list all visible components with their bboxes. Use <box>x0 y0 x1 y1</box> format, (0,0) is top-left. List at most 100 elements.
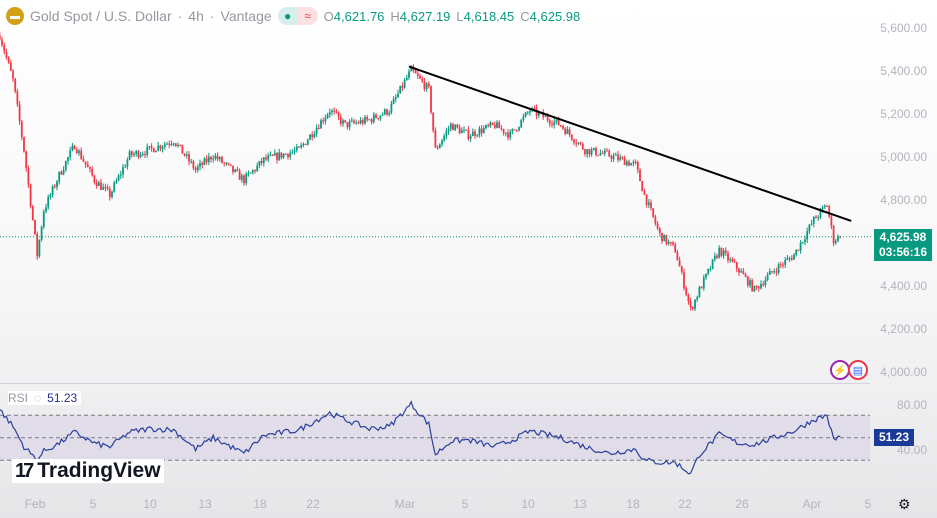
candle-down <box>60 171 63 175</box>
candle-down <box>344 120 347 123</box>
candle-up <box>62 170 65 175</box>
candle-up <box>509 131 512 138</box>
candle-up <box>489 122 492 126</box>
candle-down <box>676 252 679 261</box>
candle-down <box>755 286 758 288</box>
candle-up <box>102 186 105 190</box>
candle-up <box>133 153 135 156</box>
candle-down <box>223 162 226 164</box>
candle-up <box>469 136 472 139</box>
candle-up <box>599 153 602 156</box>
x-axis-tick: Feb <box>24 497 46 511</box>
candle-up <box>810 223 813 225</box>
candle-down <box>238 170 241 180</box>
candle-down <box>691 307 694 309</box>
market-status[interactable]: ● ≈ <box>277 7 318 25</box>
candle-up <box>214 155 217 159</box>
candle-up <box>603 150 606 154</box>
candle-down <box>179 144 182 146</box>
candle-up <box>119 174 122 176</box>
candle-down <box>491 122 494 125</box>
candle-up <box>117 175 120 181</box>
candle-down <box>724 250 727 254</box>
candle-up <box>141 153 144 155</box>
us-flag-icon[interactable]: ▤ <box>848 360 868 380</box>
price-label: 4,800.00 <box>880 193 927 207</box>
candle-down <box>746 276 749 286</box>
tradingview-watermark[interactable]: 17 TradingView <box>12 459 164 483</box>
candle-down <box>678 260 681 267</box>
candle-down <box>16 91 19 105</box>
candle-up <box>718 247 721 258</box>
candle-up <box>348 121 351 128</box>
candle-down <box>260 161 263 164</box>
rsi-label: RSI <box>8 391 29 405</box>
candle-down <box>581 143 584 150</box>
candle-up <box>614 154 617 156</box>
candle-down <box>575 142 578 144</box>
candle-down <box>3 45 6 52</box>
loading-icon: ◌ <box>34 391 42 405</box>
candle-up <box>740 271 743 273</box>
candle-up <box>324 117 327 122</box>
candle-up <box>225 163 228 165</box>
candle-down <box>27 168 30 185</box>
candle-down <box>34 219 36 235</box>
candle-down <box>467 129 470 139</box>
candle-down <box>7 57 10 63</box>
candle-up <box>38 239 41 257</box>
candle-up <box>256 165 259 172</box>
candle-up <box>522 116 525 120</box>
symbol-header[interactable]: ▬ Gold Spot / U.S. Dollar · 4h · Vantage… <box>6 7 585 25</box>
candle-down <box>144 153 146 155</box>
candle-up <box>126 159 129 167</box>
candle-up <box>122 167 124 175</box>
candle-down <box>14 78 17 92</box>
separator: · <box>177 8 183 24</box>
candle-up <box>51 186 54 195</box>
candle-down <box>559 125 562 127</box>
lightning-icon[interactable]: ⚡ <box>830 360 850 380</box>
candle-up <box>245 173 248 184</box>
gear-icon[interactable]: ⚙ <box>898 496 911 512</box>
interval[interactable]: 4h <box>188 8 204 24</box>
candle-up <box>212 158 215 160</box>
low-label: L <box>456 8 464 24</box>
candle-down <box>832 225 835 244</box>
candle-up <box>482 128 485 133</box>
candle-up <box>711 259 714 269</box>
candle-down <box>546 115 549 121</box>
x-axis-tick: 22 <box>678 497 692 511</box>
candle-down <box>782 264 784 266</box>
candle-up <box>315 128 318 134</box>
candle-up <box>124 166 127 168</box>
candle-up <box>478 128 481 136</box>
candle-down <box>797 249 800 251</box>
candle-up <box>177 144 179 146</box>
candle-down <box>86 164 89 168</box>
candle-down <box>183 153 186 156</box>
candle-up <box>273 153 276 156</box>
candle-down <box>216 155 219 160</box>
candle-up <box>97 182 100 186</box>
candle-up <box>566 129 569 134</box>
price-label: 4,000.00 <box>880 365 927 379</box>
candle-down <box>210 156 212 160</box>
candle-down <box>317 128 320 130</box>
candle-down <box>474 131 476 136</box>
candle-up <box>267 155 270 160</box>
rsi-legend[interactable]: RSI ◌ 51.23 <box>8 391 82 405</box>
candle-down <box>353 120 355 123</box>
candle-up <box>619 157 622 160</box>
candle-down <box>584 149 586 155</box>
candle-down <box>432 112 435 131</box>
symbol-name[interactable]: Gold Spot / U.S. Dollar <box>30 8 172 24</box>
candle-down <box>652 208 655 217</box>
candle-up <box>381 114 384 116</box>
candle-down <box>12 70 14 79</box>
candle-up <box>808 224 811 232</box>
candle-up <box>234 169 237 172</box>
candle-up <box>394 97 397 99</box>
candle-down <box>716 255 718 258</box>
